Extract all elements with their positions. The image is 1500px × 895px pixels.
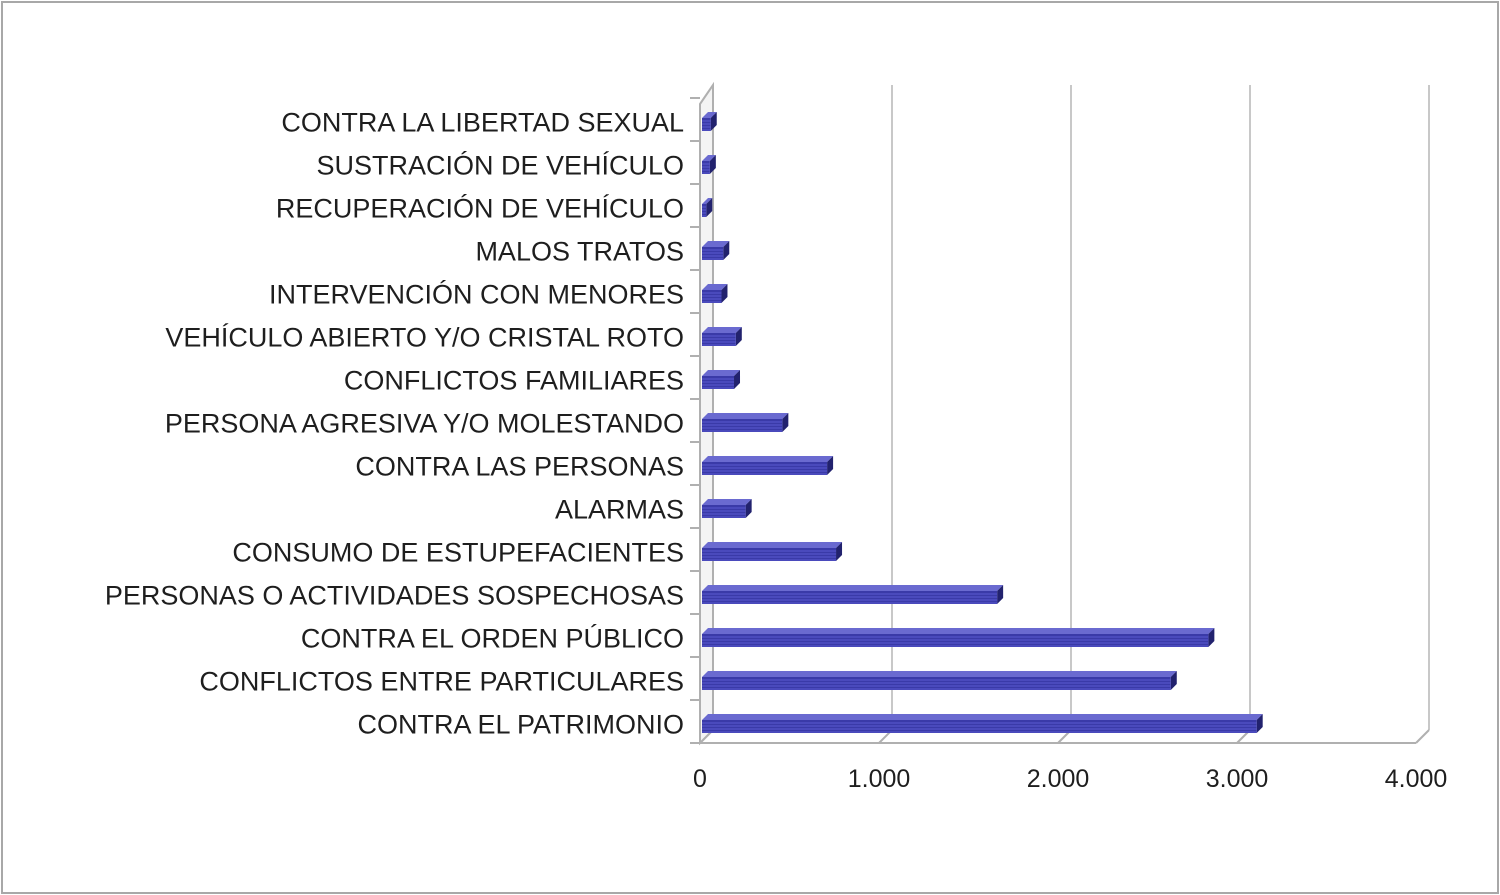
floor-line — [1415, 729, 1430, 744]
bar — [702, 628, 1215, 647]
grid-lines — [699, 85, 1430, 744]
x-tick-label: 0 — [693, 765, 707, 793]
bar — [702, 155, 716, 174]
bar — [702, 456, 834, 475]
category-label: ALARMAS — [555, 495, 684, 525]
category-label: CONTRA EL ORDEN PÚBLICO — [301, 623, 684, 654]
bar — [702, 585, 1004, 604]
bar — [702, 198, 713, 217]
x-tick-label: 3.000 — [1206, 765, 1269, 793]
category-label: CONFLICTOS ENTRE PARTICULARES — [199, 667, 684, 697]
bar — [702, 284, 728, 303]
bar — [702, 327, 742, 346]
bar — [702, 241, 730, 260]
bar — [702, 112, 717, 131]
category-label: PERSONAS O ACTIVIDADES SOSPECHOSAS — [105, 581, 684, 611]
category-label: INTERVENCIÓN CON MENORES — [269, 279, 684, 310]
category-label: SUSTRACIÓN DE VEHÍCULO — [316, 150, 684, 181]
category-label: RECUPERACIÓN DE VEHÍCULO — [276, 193, 684, 224]
x-tick-labels: 0 1.000 2.000 3.000 4.000 — [693, 765, 1447, 793]
bar — [702, 370, 741, 389]
category-label: MALOS TRATOS — [475, 237, 684, 267]
x-tick-label: 1.000 — [848, 765, 911, 793]
category-label: CONFLICTOS FAMILIARES — [344, 366, 684, 396]
bars — [702, 112, 1263, 733]
bar — [702, 671, 1177, 690]
category-label: CONTRA EL PATRIMONIO — [357, 710, 684, 740]
bar — [702, 714, 1263, 733]
bar — [702, 499, 752, 518]
category-labels: CONTRA LA LIBERTAD SEXUAL SUSTRACIÓN DE V… — [105, 108, 684, 740]
x-tick-label: 2.000 — [1027, 765, 1090, 793]
x-tick-label: 4.000 — [1385, 765, 1448, 793]
bar-chart: CONTRA LA LIBERTAD SEXUAL SUSTRACIÓN DE V… — [105, 81, 1447, 793]
category-label: PERSONA AGRESIVA Y/O MOLESTANDO — [165, 409, 684, 439]
bar — [702, 413, 789, 432]
category-label: CONTRA LAS PERSONAS — [355, 452, 684, 482]
bar — [702, 542, 843, 561]
category-label: CONSUMO DE ESTUPEFACIENTES — [232, 538, 684, 568]
category-label: CONTRA LA LIBERTAD SEXUAL — [281, 108, 684, 138]
category-label: VEHÍCULO ABIERTO Y/O CRISTAL ROTO — [165, 323, 684, 353]
